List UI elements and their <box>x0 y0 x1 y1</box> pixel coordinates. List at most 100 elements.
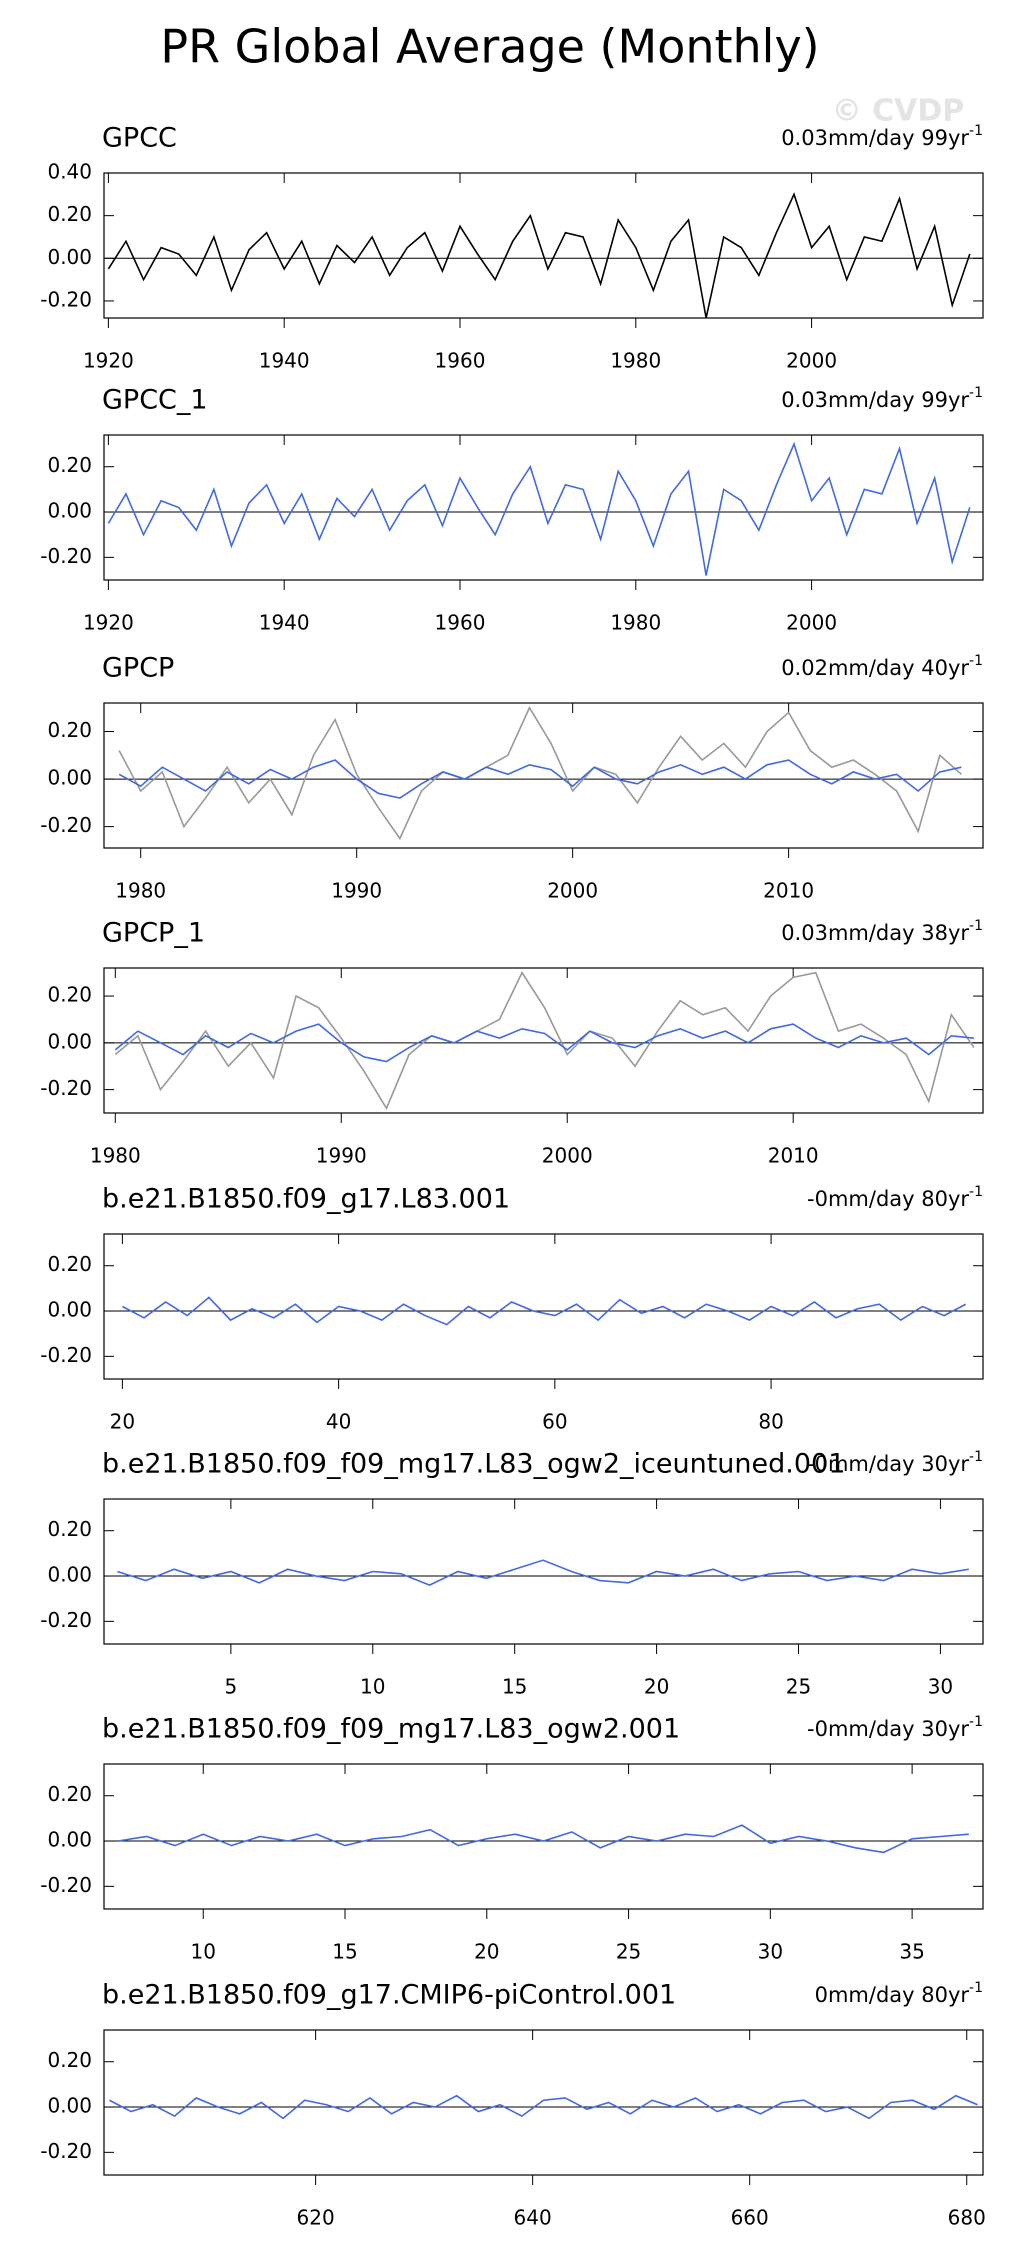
series-line <box>109 2094 978 2120</box>
y-tick-label: 0.20 <box>47 1517 92 1541</box>
page-title: PR Global Average (Monthly) <box>160 20 819 74</box>
x-tick-label: 1980 <box>610 349 661 373</box>
series-line <box>118 706 962 841</box>
x-tick-label: 2000 <box>547 879 598 903</box>
x-tick-label: 30 <box>758 1940 783 1964</box>
x-tick-label: 1920 <box>83 349 134 373</box>
y-tick-label: 0.00 <box>47 2094 92 2118</box>
trend-superscript: -1 <box>969 123 983 139</box>
x-tick-label: 680 <box>948 2206 986 2230</box>
trend-label: 0.02mm/day 40yr-1 <box>781 653 983 680</box>
x-tick-label: 20 <box>474 1940 499 1964</box>
x-tick-label: 80 <box>758 1410 783 1434</box>
trend-label: 0.03mm/day 99yr-1 <box>781 123 983 150</box>
x-tick-label: 60 <box>542 1410 567 1434</box>
x-tick-label: 40 <box>326 1410 351 1434</box>
x-tick-label: 10 <box>360 1675 385 1699</box>
plot-frame <box>103 967 984 1114</box>
y-tick-label: 0.00 <box>47 245 92 269</box>
trend-text: 0.02mm/day 40yr <box>781 656 969 680</box>
y-tick-label: 0.20 <box>47 1782 92 1806</box>
trend-text: -0mm/day 80yr <box>807 1187 969 1211</box>
x-tick-label: 20 <box>644 1675 669 1699</box>
trend-text: 0.03mm/day 38yr <box>781 921 969 945</box>
x-tick-label: 5 <box>225 1675 238 1699</box>
x-tick-label: 1960 <box>435 349 486 373</box>
trend-label: -0mm/day 30yr-1 <box>807 1449 983 1476</box>
trend-superscript: -1 <box>969 1449 983 1465</box>
x-tick-label: 1920 <box>83 611 134 635</box>
plot-frame <box>103 434 984 581</box>
y-tick-label: 0.20 <box>47 453 92 477</box>
y-tick-label: 0.20 <box>47 983 92 1007</box>
panel-title: b.e21.B1850.f09_g17.L83.001 <box>102 1184 510 1215</box>
watermark: © CVDP <box>832 94 965 129</box>
plot-frame <box>103 2029 984 2176</box>
x-tick-label: 1980 <box>90 1144 141 1168</box>
trend-label: -0mm/day 80yr-1 <box>807 1184 983 1211</box>
x-tick-label: 35 <box>899 1940 924 1964</box>
series-line <box>117 1559 969 1586</box>
x-tick-label: 2000 <box>786 349 837 373</box>
series-line <box>114 1023 975 1063</box>
trend-text: -0mm/day 30yr <box>807 1452 969 1476</box>
panel-title: GPCC <box>102 123 177 154</box>
trend-text: -0mm/day 30yr <box>807 1717 969 1741</box>
plot-frame <box>103 702 984 849</box>
y-tick-label: 0.00 <box>47 766 92 790</box>
trend-superscript: -1 <box>969 1184 983 1200</box>
x-tick-label: 25 <box>786 1675 811 1699</box>
x-tick-label: 660 <box>731 2206 769 2230</box>
panel-title: GPCC_1 <box>102 385 208 416</box>
y-tick-label: -0.20 <box>40 2139 92 2163</box>
plot-frame <box>103 1763 984 1910</box>
y-tick-label: 0.20 <box>47 2048 92 2072</box>
trend-label: 0.03mm/day 99yr-1 <box>781 385 983 412</box>
plot-frame <box>103 1233 984 1380</box>
trend-label: -0mm/day 30yr-1 <box>807 1714 983 1741</box>
y-tick-label: 0.20 <box>47 1252 92 1276</box>
trend-superscript: -1 <box>969 385 983 401</box>
series-line <box>114 971 975 1111</box>
y-tick-label: -0.20 <box>40 1608 92 1632</box>
y-tick-label: 0.00 <box>47 1029 92 1053</box>
y-tick-label: 0.20 <box>47 718 92 742</box>
y-tick-label: -0.20 <box>40 1343 92 1367</box>
x-tick-label: 1990 <box>331 879 382 903</box>
x-tick-label: 15 <box>332 1940 357 1964</box>
x-tick-label: 1940 <box>259 349 310 373</box>
x-tick-label: 1940 <box>259 611 310 635</box>
trend-label: 0mm/day 80yr-1 <box>815 1980 983 2007</box>
trend-superscript: -1 <box>969 1714 983 1730</box>
panel-title: b.e21.B1850.f09_f09_mg17.L83_ogw2_iceunt… <box>102 1449 845 1480</box>
x-tick-label: 2010 <box>768 1144 819 1168</box>
plot-frame <box>103 1498 984 1645</box>
x-tick-label: 640 <box>514 2206 552 2230</box>
x-tick-label: 2010 <box>763 879 814 903</box>
y-tick-label: -0.20 <box>40 813 92 837</box>
y-tick-label: 0.00 <box>47 1298 92 1322</box>
x-tick-label: 10 <box>191 1940 216 1964</box>
y-tick-label: 0.00 <box>47 499 92 523</box>
y-tick-label: -0.20 <box>40 1873 92 1897</box>
series-line <box>107 192 971 319</box>
y-tick-label: -0.20 <box>40 544 92 568</box>
trend-superscript: -1 <box>969 918 983 934</box>
plot-frame <box>103 172 984 319</box>
y-tick-label: -0.20 <box>40 287 92 311</box>
series-line <box>122 1296 967 1326</box>
x-tick-label: 620 <box>297 2206 335 2230</box>
panel-title: b.e21.B1850.f09_g17.CMIP6-piControl.001 <box>102 1980 676 2011</box>
y-tick-label: 0.00 <box>47 1563 92 1587</box>
trend-label: 0.03mm/day 38yr-1 <box>781 918 983 945</box>
y-tick-label: 0.40 <box>47 160 92 184</box>
trend-superscript: -1 <box>969 1980 983 1996</box>
series-line <box>118 759 962 799</box>
trend-text: 0.03mm/day 99yr <box>781 388 969 412</box>
y-tick-label: 0.00 <box>47 1828 92 1852</box>
x-tick-label: 1980 <box>610 611 661 635</box>
series-line <box>107 441 971 576</box>
y-tick-label: 0.20 <box>47 202 92 226</box>
